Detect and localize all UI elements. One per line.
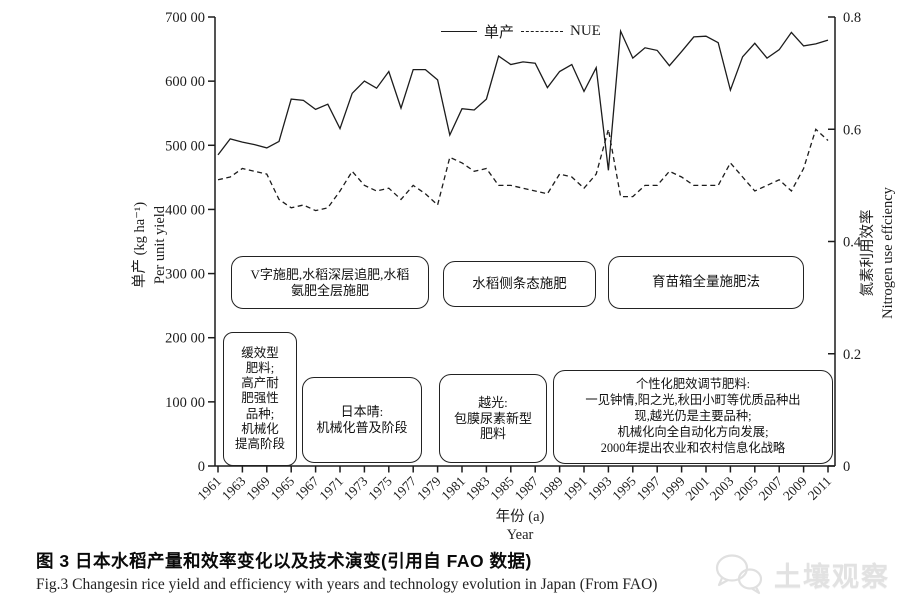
yield-line-sample (441, 31, 477, 32)
svg-text:1973: 1973 (341, 473, 371, 503)
svg-text:1989: 1989 (536, 473, 566, 503)
annotation-box-koshihikari: 越光: 包膜尿素新型 肥料 (439, 374, 547, 463)
figure-caption-en: Fig.3 Changesin rice yield and efficienc… (36, 576, 658, 593)
svg-text:2003: 2003 (707, 473, 737, 503)
annotation-box-nihonbare: 日本晴: 机械化普及阶段 (302, 377, 422, 463)
svg-text:1983: 1983 (463, 473, 493, 503)
nue-line-sample (521, 31, 564, 32)
annotation-box-personalized-fertilizer: 个性化肥效调节肥料: 一见钟情,阳之光,秋田小町等优质品种出 现,越光仍是主要品… (553, 370, 833, 464)
svg-text:2007: 2007 (756, 473, 786, 503)
annotation-box-nursery-box-method: 育苗箱全量施肥法 (608, 256, 804, 309)
svg-text:300 00: 300 00 (165, 267, 205, 283)
left-axis-title-en: Per unit yield (152, 205, 168, 285)
svg-text:700 00: 700 00 (165, 10, 205, 26)
svg-text:1963: 1963 (219, 473, 249, 503)
annotation-box-side-dressing: 水稻侧条态施肥 (443, 261, 596, 307)
svg-text:1981: 1981 (438, 474, 468, 504)
right-axis-title: 氮素利用效率 Nitrogen use effciency (858, 123, 898, 383)
svg-text:1999: 1999 (658, 473, 688, 503)
svg-text:1965: 1965 (268, 473, 298, 503)
yield-line (217, 28, 829, 171)
svg-text:0.2: 0.2 (843, 347, 861, 363)
svg-text:2009: 2009 (780, 473, 810, 503)
x-axis-title-cn: 年份 (a) (495, 509, 545, 525)
figure-caption-cn: 图 3 日本水稻产量和效率变化以及技术演变(引用自 FAO 数据) (36, 551, 532, 571)
x-axis-title: 年份 (a) Year (460, 508, 580, 544)
svg-text:1987: 1987 (512, 473, 542, 503)
legend-yield-label: 单产 (484, 25, 515, 41)
annotation-box-slow-release: 缓效型 肥料; 高产耐 肥强性 品种; 机械化 提高阶段 (223, 332, 297, 466)
svg-text:1967: 1967 (292, 473, 322, 503)
right-axis-title-cn: 氮素利用效率 (860, 209, 876, 297)
svg-text:1985: 1985 (487, 473, 517, 503)
left-axis-title-cn: 单产 (kg ha⁻¹) (132, 201, 148, 289)
svg-text:1979: 1979 (414, 473, 444, 503)
x-axis-title-en: Year (506, 527, 534, 543)
watermark-text: 土壤观察 (774, 561, 890, 592)
svg-text:600 00: 600 00 (165, 74, 205, 90)
svg-text:1995: 1995 (609, 473, 639, 503)
svg-text:0.8: 0.8 (843, 10, 861, 26)
svg-text:0: 0 (843, 459, 850, 475)
svg-text:2005: 2005 (731, 473, 761, 503)
chart-canvas: 0 100 00 200 00 300 00 400 00 500 00 600 00 700… (165, 10, 862, 504)
svg-text:400 00: 400 00 (165, 202, 205, 218)
annotation-box-v-fertilization: V字施肥,水稻深层追肥,水稻 氨肥全层施肥 (231, 256, 429, 309)
chat-bubbles-icon (715, 554, 763, 595)
svg-text:1961: 1961 (194, 474, 224, 504)
svg-text:100 00: 100 00 (165, 395, 205, 411)
right-axis-title-en: Nitrogen use effciency (880, 187, 896, 319)
nue-line (217, 128, 829, 212)
svg-text:2011: 2011 (805, 474, 834, 503)
svg-text:1991: 1991 (560, 474, 590, 504)
svg-text:2001: 2001 (682, 474, 712, 504)
chart-legend: 单产 NUE (441, 21, 601, 42)
svg-text:1997: 1997 (634, 473, 664, 503)
svg-text:1975: 1975 (365, 473, 395, 503)
svg-text:500 00: 500 00 (165, 138, 205, 154)
svg-text:1971: 1971 (316, 474, 346, 504)
svg-text:0: 0 (198, 459, 205, 475)
svg-text:200 00: 200 00 (165, 331, 205, 347)
axes (208, 16, 836, 473)
svg-text:0.4: 0.4 (843, 235, 862, 251)
svg-text:0.6: 0.6 (843, 122, 861, 138)
legend-nue-label: NUE (570, 23, 601, 39)
svg-text:1993: 1993 (585, 473, 615, 503)
svg-text:1969: 1969 (243, 473, 273, 503)
svg-text:1977: 1977 (390, 473, 420, 503)
left-axis-title: 单产 (kg ha⁻¹) Per unit yield (130, 135, 170, 355)
watermark: 土壤观察 (712, 552, 890, 596)
